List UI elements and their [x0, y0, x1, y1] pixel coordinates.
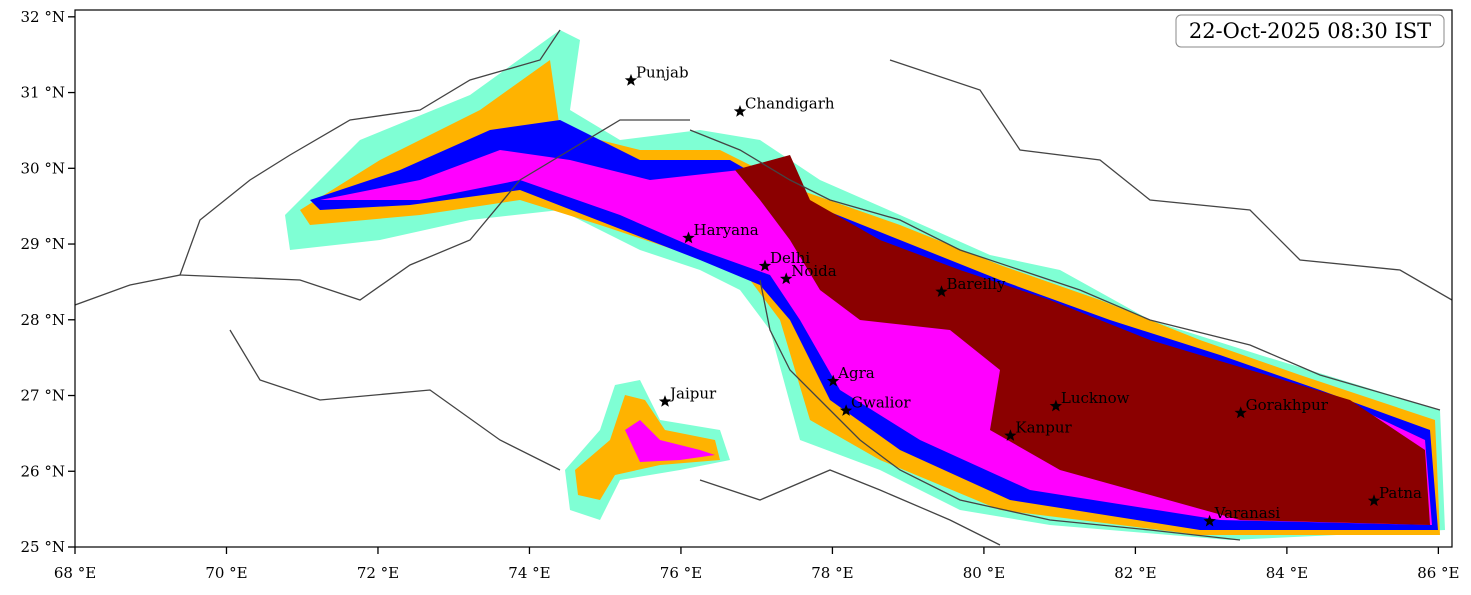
- city-marker: [733, 105, 747, 117]
- y-tick-label: 32 °N: [21, 8, 65, 26]
- city-label: Patna: [1379, 484, 1422, 502]
- city-marker: [1049, 399, 1062, 412]
- city-marker: [658, 395, 672, 407]
- city-label: Delhi: [770, 249, 810, 267]
- city-marker: [1234, 406, 1247, 419]
- y-tick-label: 30 °N: [21, 159, 65, 177]
- city-marker: [780, 272, 793, 285]
- y-tick-label: 29 °N: [21, 235, 65, 253]
- state-border: [689, 129, 1441, 411]
- city-label: Jaipur: [668, 385, 717, 403]
- band-magenta-2: [625, 420, 715, 462]
- city-label: Noida: [791, 262, 837, 280]
- city-marker: [1004, 429, 1017, 441]
- city-label: Lucknow: [1061, 389, 1130, 407]
- x-tick-label: 74 °E: [508, 564, 550, 582]
- x-tick-label: 70 °E: [205, 564, 247, 582]
- city-marker: [624, 73, 638, 86]
- state-border: [889, 59, 1452, 301]
- city-label: Punjab: [636, 63, 689, 81]
- y-tick-label: 25 °N: [21, 538, 65, 556]
- city-marker: [1203, 514, 1216, 527]
- city-label: Gorakhpur: [1246, 396, 1329, 414]
- plot-frame: [74, 9, 1453, 548]
- state-border: [759, 279, 1241, 541]
- state-border: [229, 329, 561, 471]
- city-label: Chandigarh: [745, 94, 835, 112]
- y-tick-label: 27 °N: [21, 387, 65, 405]
- boundaries: [75, 29, 1452, 546]
- x-tick-label: 80 °E: [963, 564, 1005, 582]
- y-tick-label: 28 °N: [21, 311, 65, 329]
- state-border: [179, 119, 690, 301]
- city-label: Agra: [837, 364, 875, 382]
- city-marker: [827, 374, 840, 387]
- city-label: Haryana: [694, 221, 759, 239]
- city-marker: [758, 259, 772, 272]
- city-marker: [935, 285, 948, 297]
- city-marker: [682, 231, 695, 244]
- city-label: Bareilly: [946, 275, 1005, 293]
- y-tick-label: 31 °N: [21, 84, 65, 102]
- x-tick-label: 78 °E: [811, 564, 853, 582]
- x-tick-label: 84 °E: [1266, 564, 1308, 582]
- y-tick-label: 26 °N: [21, 462, 65, 480]
- x-tick-label: 76 °E: [660, 564, 702, 582]
- city-label: Varanasi: [1214, 504, 1281, 522]
- city-label: Kanpur: [1015, 419, 1072, 437]
- city-label: Gwalior: [851, 394, 911, 412]
- city-marker: [839, 404, 853, 416]
- timestamp-box: [1175, 14, 1445, 48]
- x-tick-label: 72 °E: [357, 564, 399, 582]
- band-darkred: [735, 155, 1430, 525]
- rainfall-field: [285, 30, 1445, 540]
- city-marker: [1367, 494, 1381, 507]
- timestamp: 22-Oct-2025 08:30 IST: [1189, 19, 1431, 43]
- x-tick-label: 82 °E: [1114, 564, 1156, 582]
- state-border: [75, 29, 561, 306]
- x-tick-label: 68 °E: [54, 564, 96, 582]
- state-border: [699, 469, 1001, 546]
- x-tick-label: 86 °E: [1417, 564, 1459, 582]
